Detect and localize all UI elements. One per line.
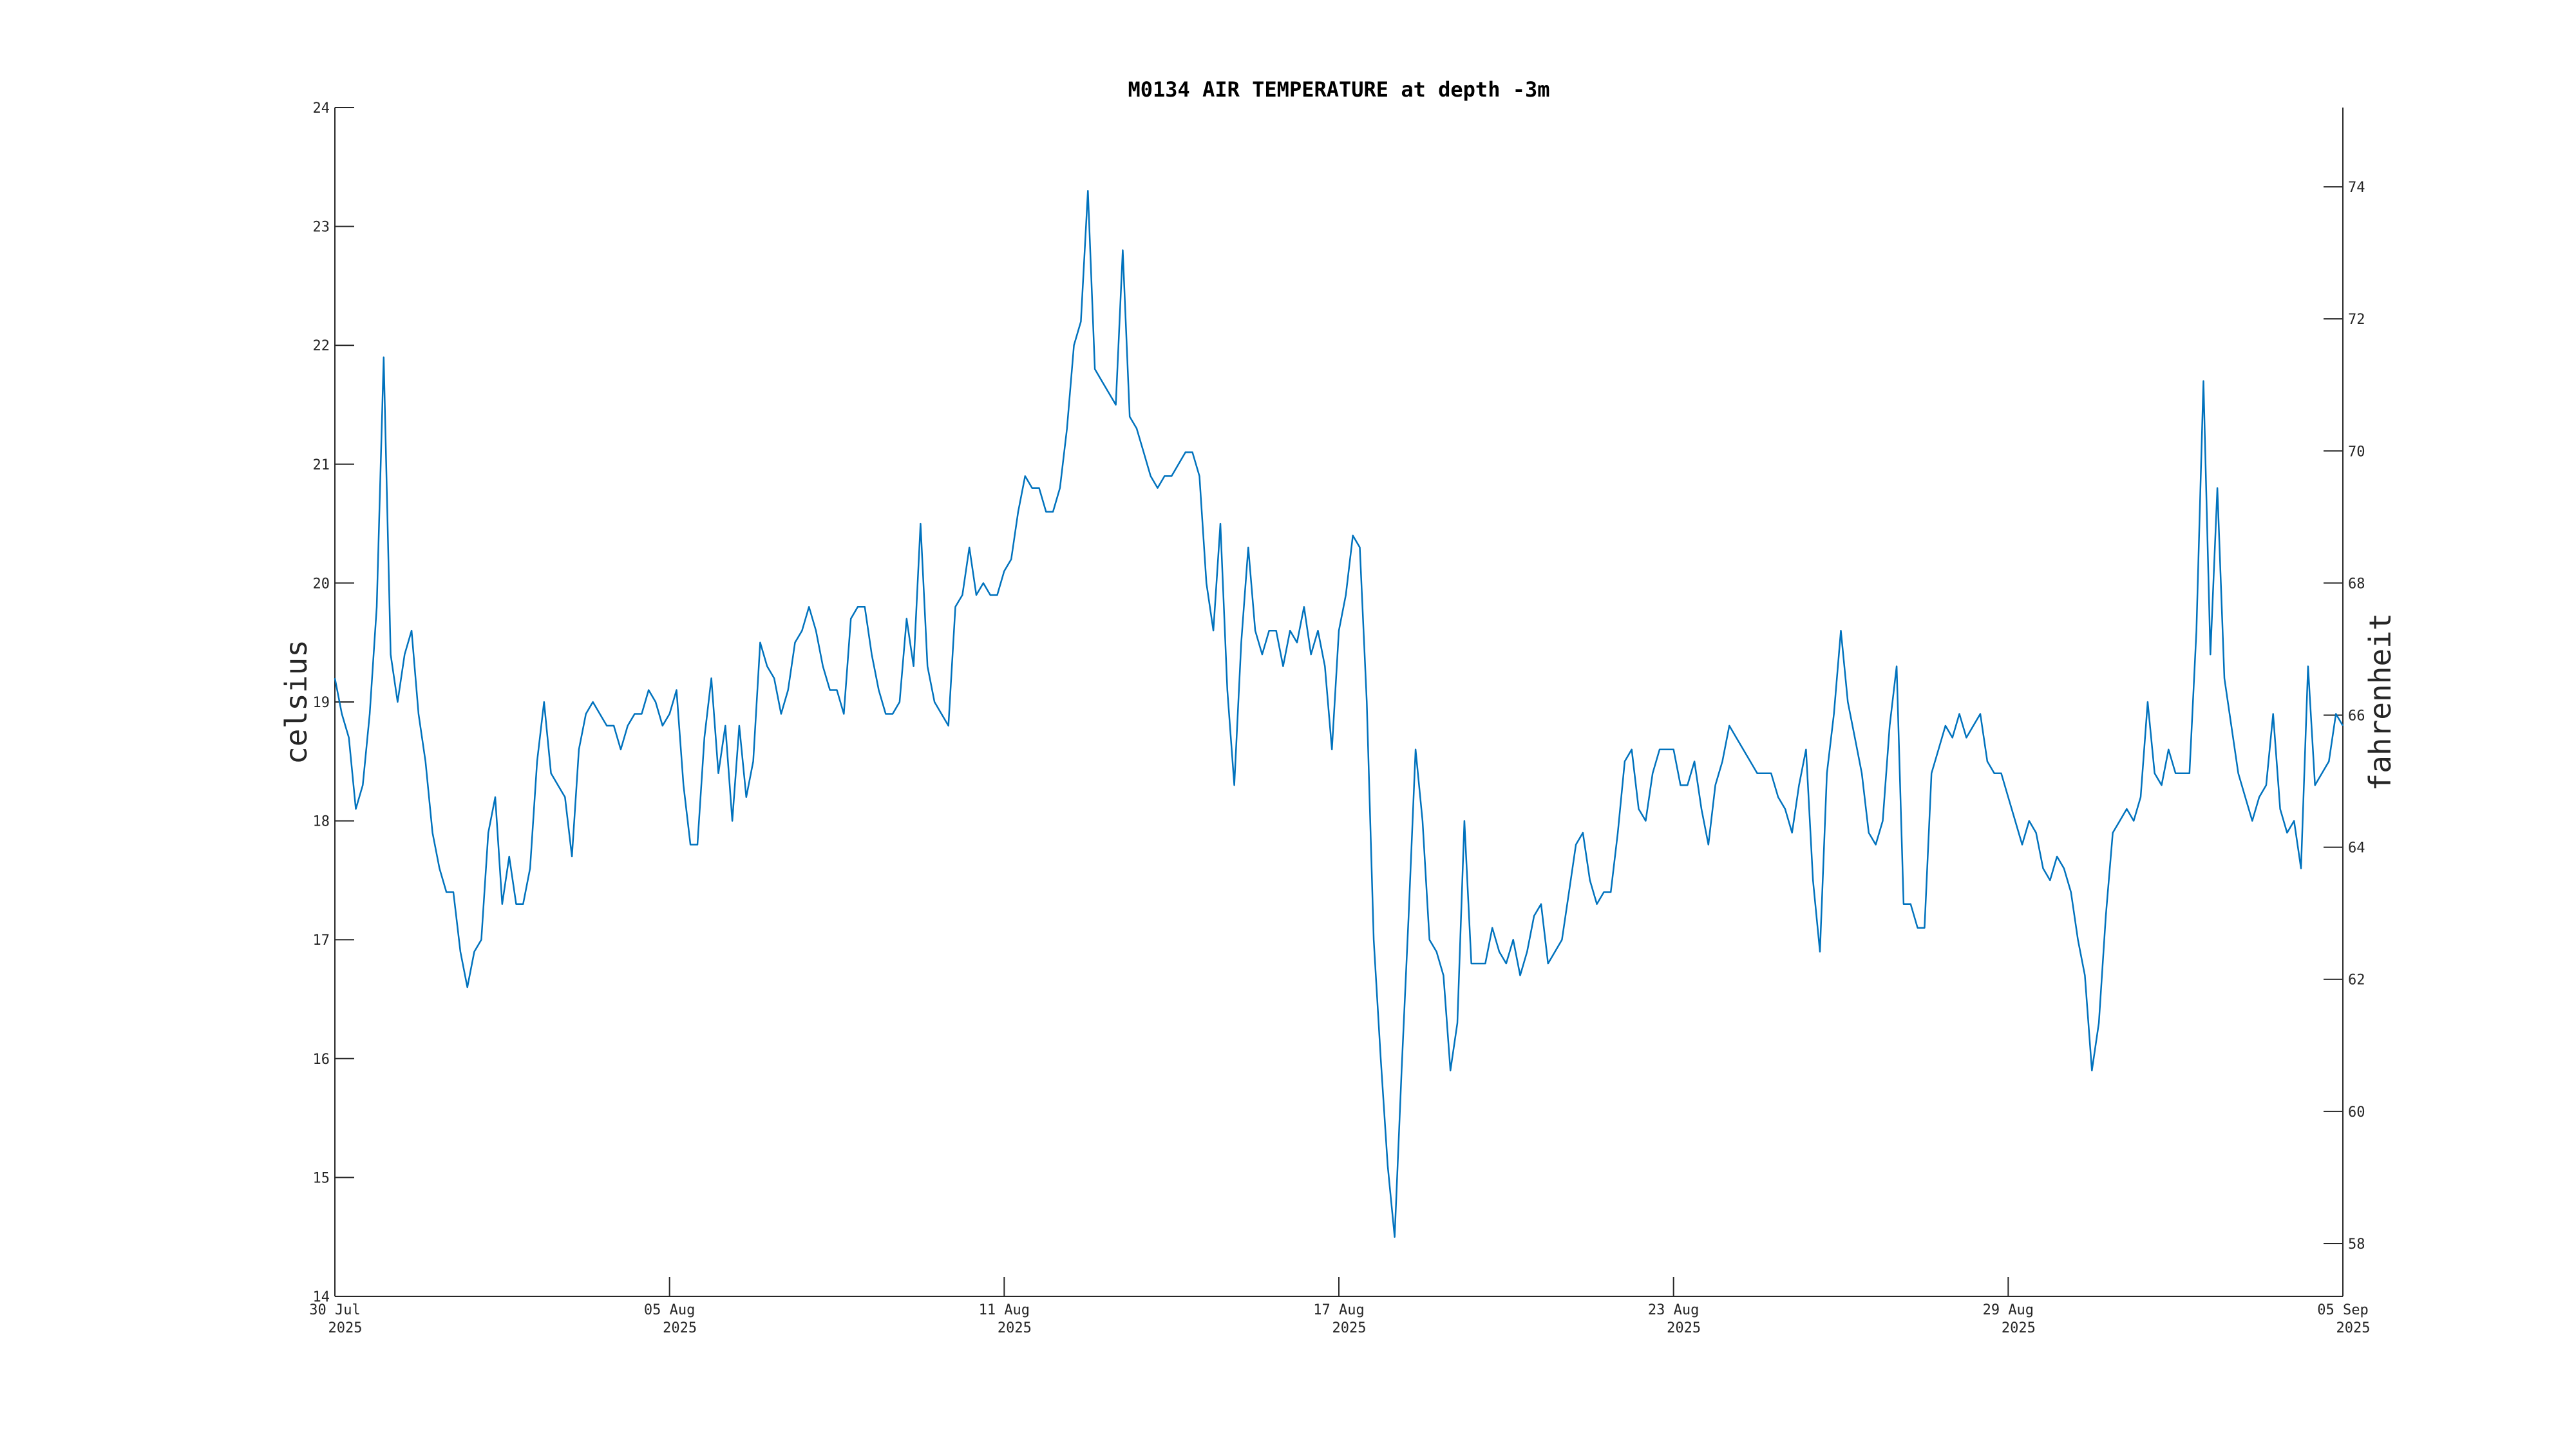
y2-tick-label: 60 xyxy=(2348,1104,2365,1121)
temperature-line xyxy=(334,189,2344,1238)
x-tick-label: 30 Jul 2025 xyxy=(309,1302,362,1336)
y-tick-label: 18 xyxy=(313,814,330,830)
y2-tick-label: 68 xyxy=(2348,576,2365,592)
x-tick-label: 05 Aug 2025 xyxy=(644,1302,697,1336)
x-tick-label: 05 Sep 2025 xyxy=(2317,1302,2370,1336)
x-tick-label: 29 Aug 2025 xyxy=(1983,1302,2036,1336)
y2-tick-label: 70 xyxy=(2348,444,2365,460)
x-tick-label: 17 Aug 2025 xyxy=(1313,1302,1366,1336)
y2-tick-label: 62 xyxy=(2348,972,2365,989)
y2-tick-label: 58 xyxy=(2348,1236,2365,1253)
y-tick-label: 14 xyxy=(313,1289,330,1305)
y-tick-label: 15 xyxy=(313,1170,330,1186)
y2-tick-label: 64 xyxy=(2348,840,2365,857)
y-tick-label: 17 xyxy=(313,933,330,949)
y-tick-label: 23 xyxy=(313,220,330,236)
chart-title: M0134 AIR TEMPERATURE at depth -3m xyxy=(1128,77,1549,102)
y-tick-label: 19 xyxy=(313,695,330,711)
y-axis-label: celsius xyxy=(279,639,314,764)
y2-axis-label: fahrenheit xyxy=(2363,613,2398,791)
x-tick-label: 23 Aug 2025 xyxy=(1648,1302,1701,1336)
y-tick-label: 16 xyxy=(313,1052,330,1068)
y-tick-label: 22 xyxy=(313,338,330,354)
x-tick-label: 11 Aug 2025 xyxy=(979,1302,1032,1336)
y2-tick-label: 74 xyxy=(2348,180,2365,196)
y-tick-label: 20 xyxy=(313,576,330,592)
y2-tick-label: 66 xyxy=(2348,708,2365,724)
y-tick-label: 21 xyxy=(313,457,330,473)
y-tick-label: 24 xyxy=(313,100,330,117)
y2-tick-label: 72 xyxy=(2348,312,2365,328)
